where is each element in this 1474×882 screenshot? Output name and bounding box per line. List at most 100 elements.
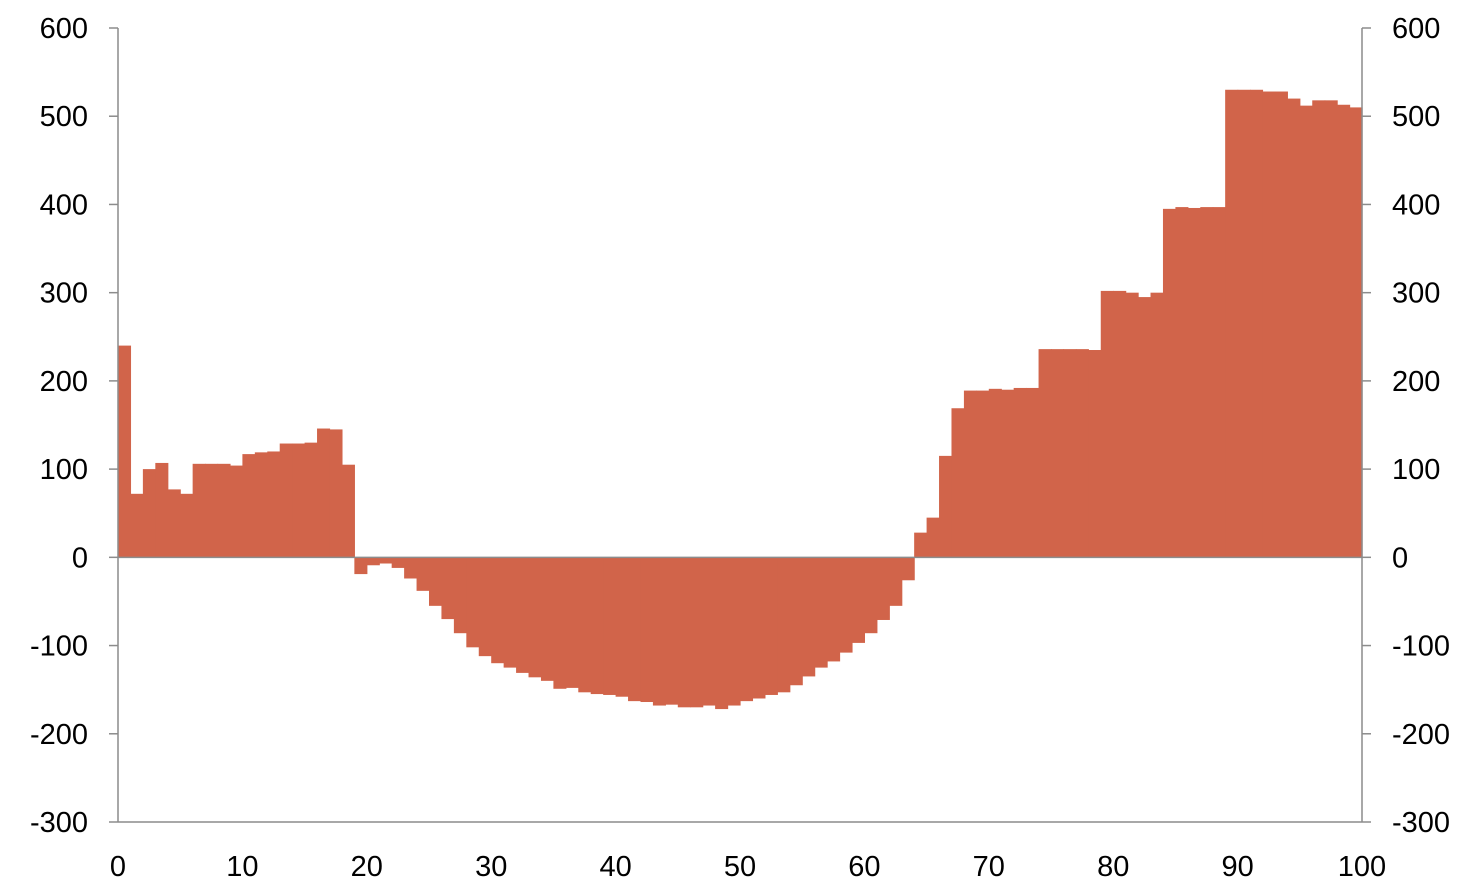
bar: [789, 557, 803, 686]
bar: [453, 557, 467, 634]
right-y-tick-label: 100: [1392, 454, 1440, 486]
bar: [677, 557, 691, 708]
bar: [242, 454, 256, 558]
bar: [590, 557, 604, 695]
bar: [416, 557, 430, 591]
bar: [1250, 89, 1264, 558]
bar: [366, 557, 380, 566]
bar: [1088, 350, 1102, 558]
bar: [478, 557, 492, 657]
bar: [192, 463, 206, 558]
bar: [516, 557, 530, 673]
bar: [640, 557, 654, 703]
bar: [267, 451, 281, 558]
bar: [491, 557, 505, 664]
x-tick-label: 10: [226, 851, 258, 882]
right-y-tick-label: 200: [1392, 366, 1440, 398]
bar: [329, 429, 343, 558]
bar: [540, 557, 554, 681]
bar: [229, 465, 243, 558]
left-y-tick-label: 400: [40, 189, 88, 221]
bar: [553, 557, 567, 689]
bar: [304, 442, 318, 558]
bar: [379, 557, 393, 564]
bar: [839, 557, 853, 653]
bar: [1113, 290, 1127, 558]
bar: [652, 557, 666, 706]
bar: [1187, 207, 1201, 558]
right-y-tick-label: 400: [1392, 189, 1440, 221]
bar: [615, 557, 629, 697]
bar: [565, 557, 579, 688]
bar: [404, 557, 418, 579]
bar: [205, 463, 219, 558]
bar: [1312, 100, 1326, 558]
right-y-tick-label: 600: [1392, 13, 1440, 45]
bar: [864, 557, 878, 634]
bar: [1299, 105, 1313, 558]
bar: [1001, 389, 1015, 558]
bar: [827, 557, 841, 662]
bar: [777, 557, 791, 693]
bar: [1038, 349, 1052, 558]
x-tick-label: 20: [351, 851, 383, 882]
bar: [988, 388, 1002, 558]
left-y-tick-label: 0: [72, 542, 88, 574]
bar: [764, 557, 778, 695]
bar: [665, 557, 679, 705]
bar: [1349, 107, 1363, 558]
bar: [1274, 91, 1288, 558]
bar: [254, 452, 268, 558]
bar: [802, 557, 816, 677]
bar: [292, 443, 306, 558]
bars-group: [118, 89, 1363, 710]
bar: [702, 557, 716, 706]
bar: [727, 557, 741, 706]
bar: [628, 557, 642, 702]
bar: [963, 390, 977, 558]
bar: [715, 557, 729, 710]
bar: [1063, 349, 1077, 558]
bar: [354, 557, 368, 575]
bar: [1262, 91, 1276, 558]
bar: [466, 557, 480, 648]
bar: [914, 532, 928, 558]
left-y-tick-label: 500: [40, 101, 88, 133]
bar: [1212, 207, 1226, 558]
left-y-tick-label: -200: [30, 719, 88, 751]
bar: [1324, 100, 1338, 558]
right-y-tick-label: -200: [1392, 719, 1450, 751]
bar: [528, 557, 542, 678]
bar: [939, 455, 953, 558]
bar: [1026, 387, 1040, 558]
bar: [1051, 349, 1065, 558]
x-tick-label: 70: [973, 851, 1005, 882]
bar: [1100, 290, 1114, 558]
x-tick-label: 80: [1097, 851, 1129, 882]
bar: [603, 557, 617, 695]
x-tick-label: 40: [599, 851, 631, 882]
bar: [1225, 89, 1239, 558]
left-y-tick-label: 600: [40, 13, 88, 45]
bar: [851, 557, 865, 643]
x-tick-label: 50: [724, 851, 756, 882]
bar: [130, 493, 144, 558]
bar: [876, 557, 890, 620]
x-tick-label: 100: [1338, 851, 1386, 882]
right-y-tick-label: 300: [1392, 278, 1440, 310]
bar: [391, 557, 405, 568]
left-y-tick-label: 200: [40, 366, 88, 398]
bar: [341, 464, 355, 558]
bar: [1125, 292, 1139, 558]
ticks-group: [109, 27, 1371, 823]
bar: [167, 489, 181, 558]
bar: [429, 557, 443, 606]
bar: [740, 557, 754, 702]
bar: [814, 557, 828, 668]
left-y-tick-label: 300: [40, 278, 88, 310]
x-tick-label: 90: [1221, 851, 1253, 882]
axes-group: [117, 28, 1363, 823]
bar: [279, 443, 293, 558]
